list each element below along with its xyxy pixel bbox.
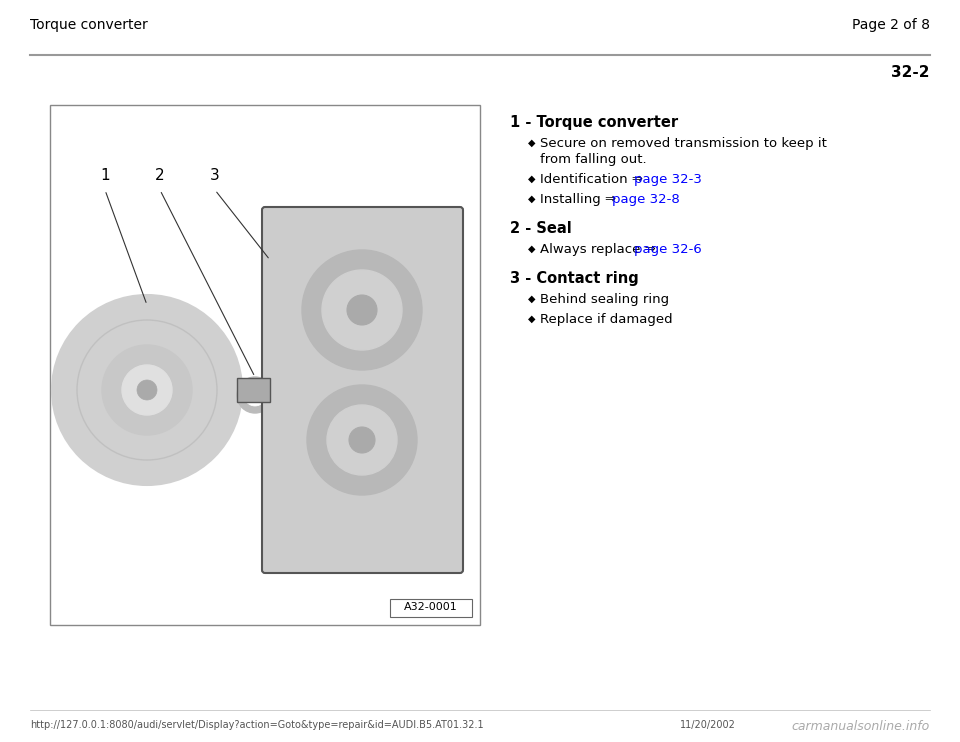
Text: Behind sealing ring: Behind sealing ring <box>540 293 669 306</box>
Text: A32-0001: A32-0001 <box>404 602 458 612</box>
Circle shape <box>122 365 172 415</box>
Text: 1: 1 <box>100 168 109 183</box>
Text: ◆: ◆ <box>528 294 536 304</box>
Circle shape <box>347 295 377 325</box>
Text: from falling out.: from falling out. <box>540 153 647 166</box>
Text: page 32-3: page 32-3 <box>634 173 702 186</box>
Text: 32-2: 32-2 <box>892 65 930 80</box>
FancyBboxPatch shape <box>262 207 463 573</box>
Text: Secure on removed transmission to keep it: Secure on removed transmission to keep i… <box>540 137 827 150</box>
Text: Identification ⇒: Identification ⇒ <box>540 173 647 186</box>
Text: page 32-6: page 32-6 <box>634 243 701 256</box>
Text: 11/20/2002: 11/20/2002 <box>680 720 736 730</box>
Text: Replace if damaged: Replace if damaged <box>540 313 673 326</box>
Circle shape <box>52 295 242 485</box>
Text: ◆: ◆ <box>528 314 536 324</box>
Circle shape <box>137 380 157 400</box>
Circle shape <box>237 377 273 413</box>
Text: ◆: ◆ <box>528 194 536 204</box>
Text: 2 - Seal: 2 - Seal <box>510 221 572 236</box>
Text: Torque converter: Torque converter <box>30 18 148 32</box>
Text: 1 - Torque converter: 1 - Torque converter <box>510 115 678 130</box>
Text: page 32-8: page 32-8 <box>612 193 680 206</box>
Text: ◆: ◆ <box>528 138 536 148</box>
Text: 2: 2 <box>156 168 165 183</box>
Text: 3: 3 <box>210 168 220 183</box>
Circle shape <box>102 345 192 435</box>
Text: ◆: ◆ <box>528 244 536 254</box>
Circle shape <box>307 385 417 495</box>
Text: http://127.0.0.1:8080/audi/servlet/Display?action=Goto&type=repair&id=AUDI.B5.AT: http://127.0.0.1:8080/audi/servlet/Displ… <box>30 720 484 730</box>
Text: 3 - Contact ring: 3 - Contact ring <box>510 271 638 286</box>
Text: Always replace ⇒: Always replace ⇒ <box>540 243 660 256</box>
FancyBboxPatch shape <box>50 105 480 625</box>
Text: carmanualsonline.info: carmanualsonline.info <box>792 720 930 733</box>
Text: ◆: ◆ <box>528 174 536 184</box>
Circle shape <box>349 427 375 453</box>
Text: Installing ⇒: Installing ⇒ <box>540 193 620 206</box>
Circle shape <box>327 405 397 475</box>
FancyBboxPatch shape <box>390 599 472 617</box>
FancyBboxPatch shape <box>237 378 270 402</box>
Circle shape <box>244 384 266 406</box>
Circle shape <box>322 270 402 350</box>
Text: Page 2 of 8: Page 2 of 8 <box>852 18 930 32</box>
Circle shape <box>302 250 422 370</box>
